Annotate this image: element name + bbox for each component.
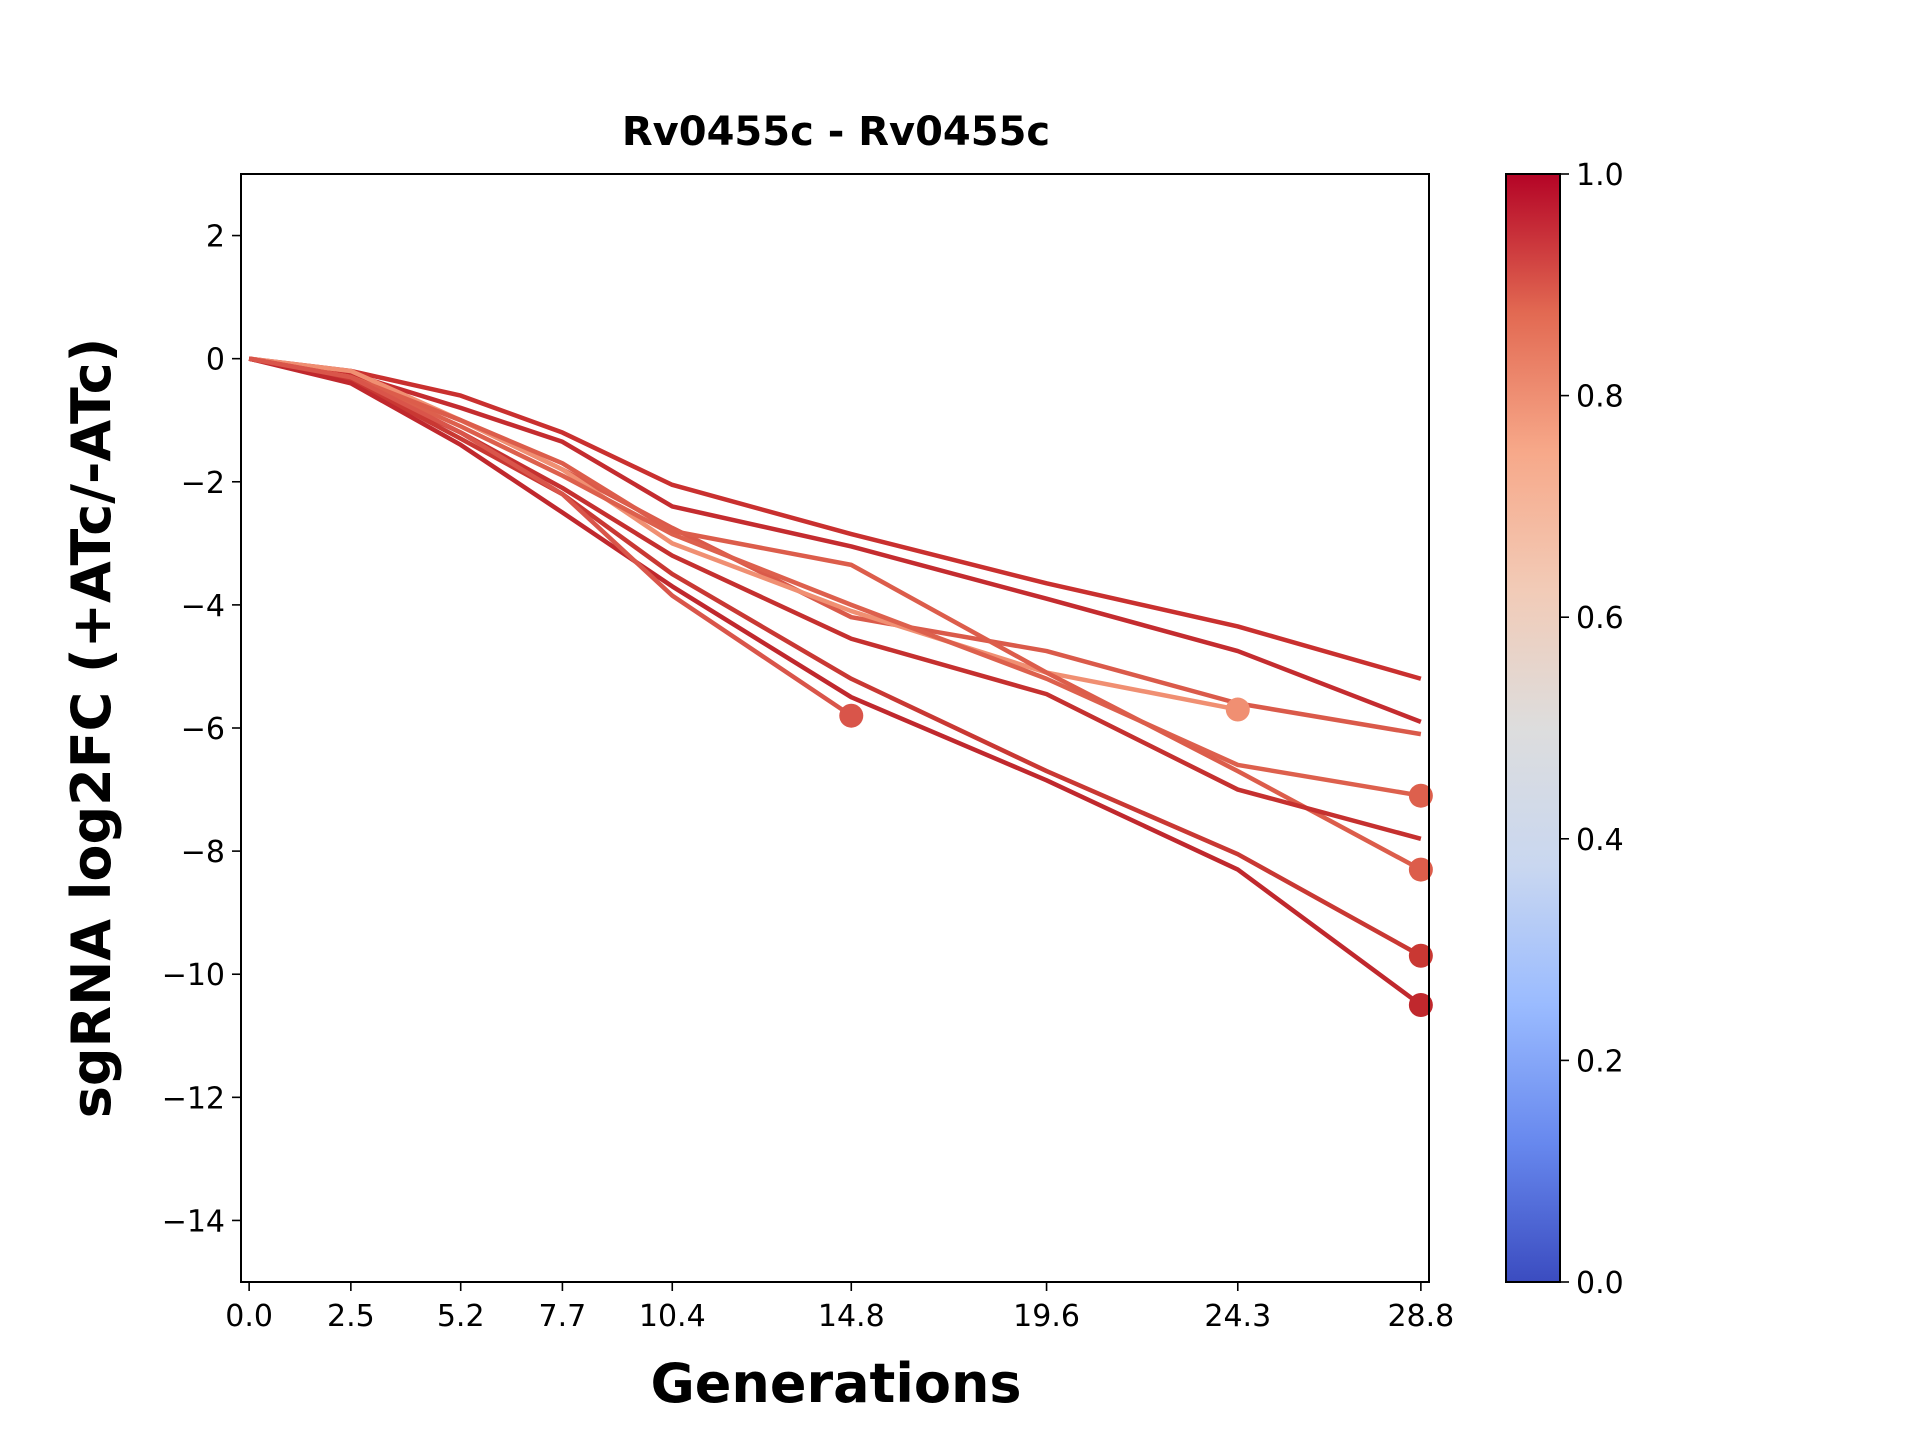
x-tick-label: 0.0 — [225, 1299, 273, 1334]
series-line-9 — [248, 356, 1423, 1007]
axes-frame — [240, 173, 1430, 1283]
y-axis-label: sgRNA log2FC (+ATc/-ATc) — [60, 338, 123, 1119]
x-tick-label: 19.6 — [1013, 1299, 1080, 1334]
colorbar-tick-label: 0.4 — [1576, 823, 1624, 858]
colorbar: 0.0 0.2 0.4 0.6 0.8 1.0 — [1505, 158, 1624, 1301]
plot-area: 0.0 2.5 5.2 7.7 10.4 14.8 19.6 24.3 28.8 2 0 −2 −4 −6… — [162, 173, 1454, 1334]
x-tick-label: 24.3 — [1204, 1299, 1271, 1334]
series-end-marker-5 — [1408, 783, 1433, 808]
y-tick-label: 2 — [206, 220, 225, 255]
series-end-marker-10 — [839, 703, 864, 728]
y-tick-label: −2 — [181, 466, 225, 501]
series-line-1 — [248, 356, 1422, 681]
y-tick-label: −8 — [181, 835, 225, 870]
colorbar-tick-label: 0.2 — [1576, 1044, 1624, 1079]
series-end-marker-8 — [1408, 943, 1433, 968]
y-tick-label: −6 — [181, 712, 225, 747]
y-tick-label: −10 — [162, 958, 225, 993]
series-line-10 — [248, 356, 853, 718]
y-tick-label: 0 — [206, 343, 225, 378]
series-line-8 — [248, 356, 1422, 958]
x-tick-label: 28.8 — [1387, 1299, 1454, 1334]
series-end-marker-9 — [1408, 993, 1433, 1017]
y-tick-label: −4 — [181, 589, 225, 624]
colorbar-gradient — [1505, 173, 1561, 1283]
series-end-marker-4 — [1225, 697, 1250, 722]
x-tick-label: 14.8 — [818, 1299, 885, 1334]
colorbar-tick-label: 0.0 — [1576, 1266, 1624, 1301]
x-tick-label: 10.4 — [639, 1299, 706, 1334]
colorbar-tick-label: 0.6 — [1576, 601, 1624, 636]
series-line-6 — [248, 356, 1422, 872]
colorbar-tick-label: 0.8 — [1576, 380, 1624, 415]
colorbar-tick-label: 1.0 — [1576, 158, 1624, 193]
x-axis-label: Generations — [650, 1352, 1021, 1415]
x-tick-label: 2.5 — [327, 1299, 375, 1334]
y-tick-label: −14 — [162, 1204, 225, 1239]
y-tick-label: −12 — [162, 1081, 225, 1116]
series-end-marker-6 — [1408, 857, 1433, 882]
chart-title: Rv0455c - Rv0455c — [622, 109, 1050, 155]
x-tick-label: 7.7 — [539, 1299, 587, 1334]
x-tick-label: 5.2 — [437, 1299, 485, 1334]
